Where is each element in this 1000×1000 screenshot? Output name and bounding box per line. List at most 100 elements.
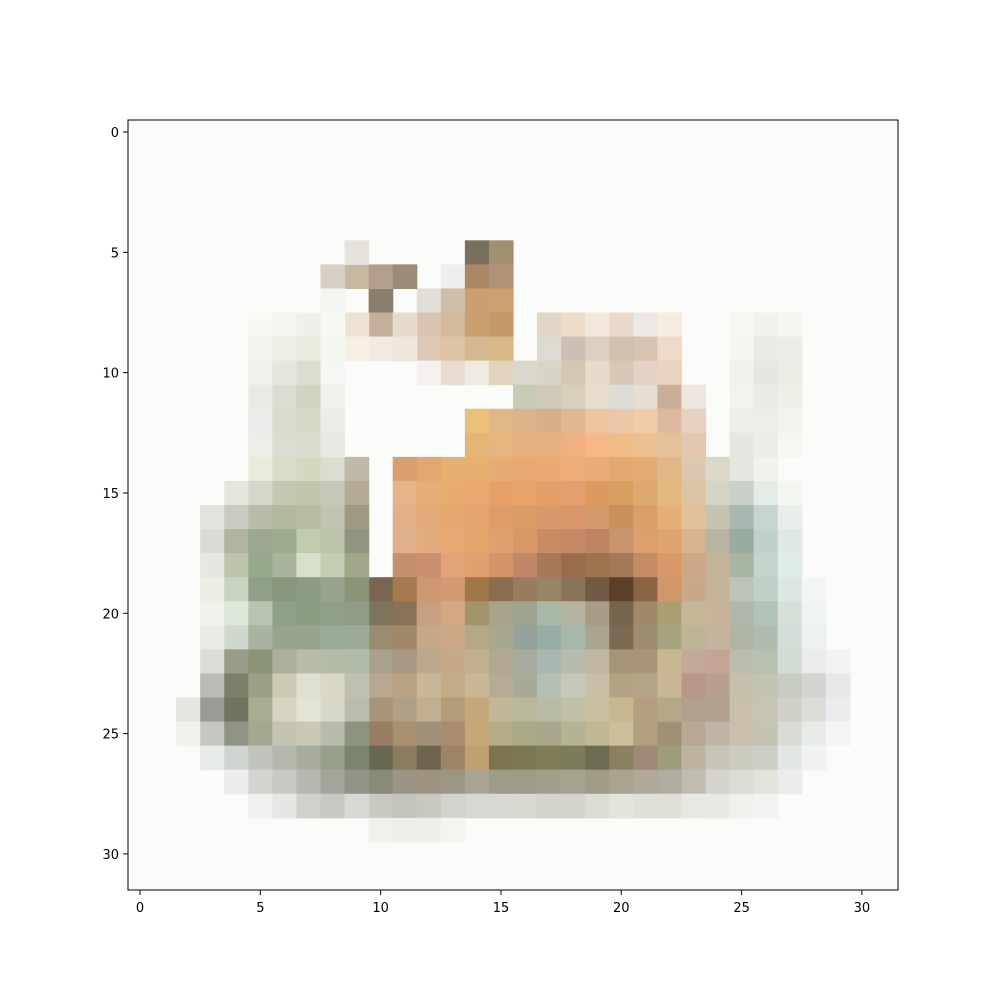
- pixel-cell: [753, 625, 779, 650]
- pixel-cell: [464, 480, 490, 506]
- pixel-cell: [633, 553, 658, 578]
- pixel-cell: [633, 456, 658, 482]
- pixel-cell: [368, 264, 394, 290]
- pixel-cell: [633, 697, 658, 723]
- pixel-cell: [392, 625, 418, 650]
- pixel-cell: [537, 721, 562, 747]
- pixel-cell: [368, 601, 394, 626]
- pixel-cell: [777, 408, 803, 434]
- pixel-cell: [753, 553, 779, 578]
- pixel-cell: [777, 649, 803, 675]
- pixel-cell: [464, 625, 490, 650]
- pixel-cell: [344, 312, 370, 338]
- pixel-cell: [296, 721, 322, 747]
- pixel-cell: [537, 384, 562, 410]
- pixel-cell: [561, 480, 586, 506]
- pixel-cell: [609, 553, 634, 578]
- pixel-cell: [705, 793, 731, 819]
- pixel-cell: [561, 697, 586, 723]
- pixel-cell: [537, 336, 562, 362]
- pixel-cell: [585, 432, 610, 458]
- pixel-cell: [320, 505, 346, 530]
- pixel-cell: [416, 769, 442, 795]
- pixel-cell: [705, 721, 731, 747]
- pixel-cell: [248, 336, 273, 362]
- pixel-cell: [657, 480, 683, 506]
- pixel-cell: [296, 408, 322, 434]
- pixel-cell: [344, 793, 370, 819]
- pixel-cell: [825, 673, 851, 699]
- pixel-cell: [368, 288, 394, 314]
- pixel-cell: [633, 649, 658, 675]
- pixel-cell: [609, 384, 634, 410]
- pixel-cell: [344, 601, 370, 626]
- pixel-cell: [729, 673, 755, 699]
- pixel-cell: [440, 480, 466, 506]
- pixel-cell: [801, 721, 827, 747]
- pixel-cell: [777, 721, 803, 747]
- pixel-cell: [681, 697, 707, 723]
- pixel-cell: [416, 480, 442, 506]
- pixel-cell: [777, 384, 803, 410]
- pixel-cell: [537, 793, 562, 819]
- pixel-cell: [488, 408, 514, 434]
- pixel-grid: [176, 240, 851, 843]
- pixel-cell: [633, 625, 658, 650]
- pixel-cell: [248, 312, 273, 338]
- pixel-cell: [416, 745, 442, 771]
- y-tick-label: 15: [102, 487, 119, 502]
- pixel-cell: [609, 673, 634, 699]
- pixel-cell: [416, 336, 442, 362]
- pixel-cell: [561, 312, 586, 338]
- pixel-cell: [368, 649, 394, 675]
- pixel-cell: [657, 456, 683, 482]
- pixel-cell: [729, 408, 755, 434]
- pixel-cell: [344, 721, 370, 747]
- pixel-cell: [729, 360, 755, 386]
- pixel-cell: [753, 384, 779, 410]
- pixel-cell: [609, 577, 634, 602]
- pixel-cell: [248, 553, 273, 578]
- pixel-cell: [248, 360, 273, 386]
- pixel-cell: [609, 649, 634, 675]
- pixel-cell: [657, 336, 683, 362]
- pixel-cell: [320, 577, 346, 602]
- pixel-cell: [777, 505, 803, 530]
- pixel-cell: [753, 360, 779, 386]
- pixel-cell: [609, 336, 634, 362]
- pixel-cell: [585, 673, 610, 699]
- pixel-cell: [681, 408, 707, 434]
- pixel-cell: [368, 793, 394, 819]
- pixel-cell: [729, 625, 755, 650]
- pixel-cell: [657, 553, 683, 578]
- pixel-cell: [633, 336, 658, 362]
- pixel-cell: [561, 553, 586, 578]
- pixel-cell: [585, 793, 610, 819]
- pixel-cell: [753, 529, 779, 554]
- pixel-cell: [392, 673, 418, 699]
- pixel-cell: [272, 312, 298, 338]
- pixel-cell: [272, 360, 298, 386]
- pixel-cell: [513, 721, 538, 747]
- pixel-cell: [609, 721, 634, 747]
- pixel-cell: [537, 480, 562, 506]
- pixel-cell: [729, 505, 755, 530]
- pixel-cell: [464, 312, 490, 338]
- pixel-cell: [633, 480, 658, 506]
- pixel-cell: [513, 529, 538, 554]
- pixel-cell: [729, 697, 755, 723]
- pixel-cell: [609, 456, 634, 482]
- pixel-cell: [416, 625, 442, 650]
- pixel-cell: [392, 769, 418, 795]
- pixel-cell: [633, 505, 658, 530]
- pixel-cell: [248, 769, 273, 795]
- pixel-cell: [585, 456, 610, 482]
- pixel-cell: [801, 697, 827, 723]
- x-tick-label: 25: [733, 901, 750, 916]
- pixel-cell: [633, 673, 658, 699]
- pixel-cell: [609, 697, 634, 723]
- pixel-cell: [705, 480, 731, 506]
- pixel-cell: [753, 673, 779, 699]
- pixel-cell: [320, 456, 346, 482]
- pixel-cell: [368, 745, 394, 771]
